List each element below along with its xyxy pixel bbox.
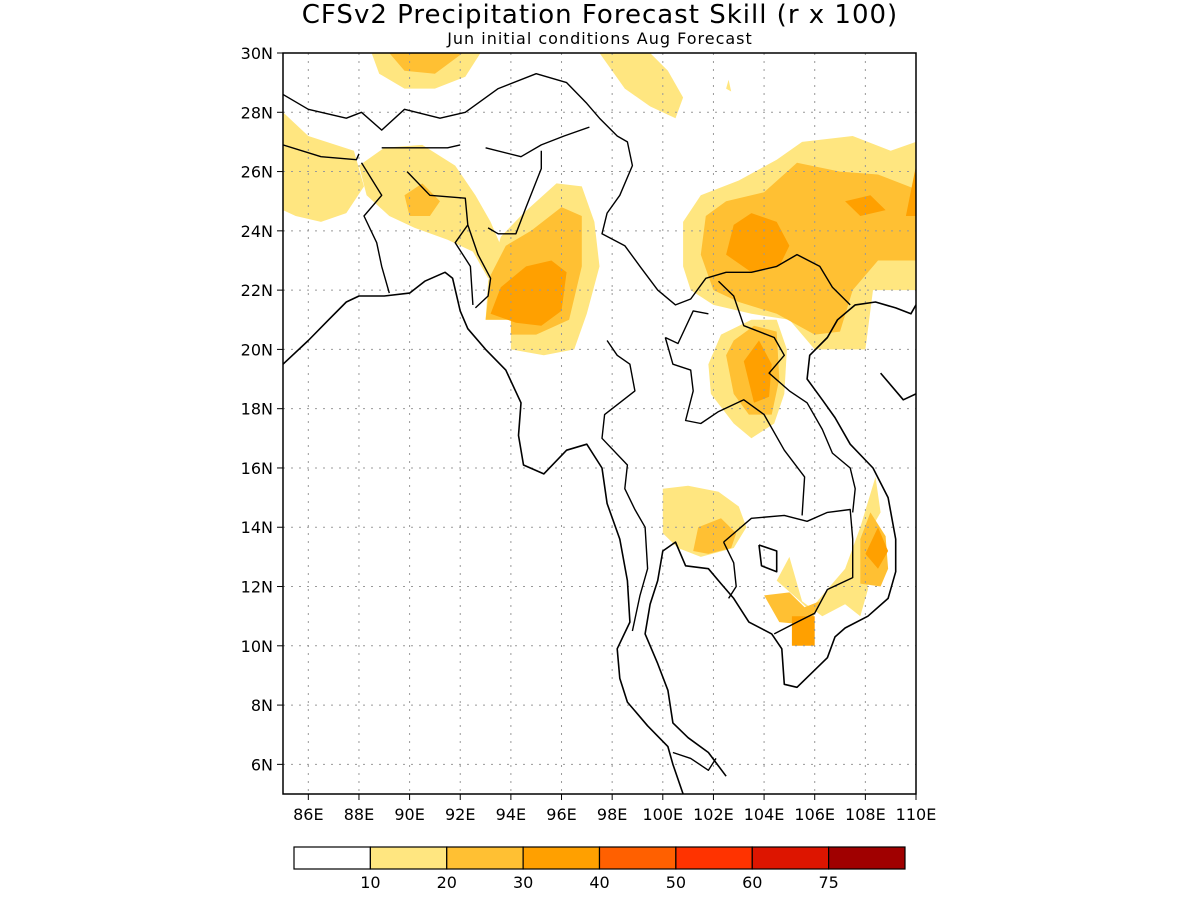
border-line <box>723 508 854 635</box>
y-tick-label: 22N <box>241 281 273 300</box>
colorbar-swatch <box>522 846 601 870</box>
coastline <box>644 301 916 777</box>
x-tick-label: 110E <box>896 805 937 824</box>
y-tick-label: 14N <box>241 518 273 537</box>
skill-region-10 <box>283 112 364 222</box>
boundaries <box>283 72 916 794</box>
border-line <box>665 310 709 345</box>
border-line <box>467 224 492 309</box>
colorbar-swatch <box>675 846 753 870</box>
colorbar-label: 30 <box>513 873 533 892</box>
x-tick-label: 108E <box>845 805 886 824</box>
colorbar-label: 75 <box>818 873 838 892</box>
skill-region-30 <box>905 165 916 216</box>
x-tick-label: 92E <box>445 805 475 824</box>
border-line <box>718 280 856 513</box>
chart-title: CFSv2 Precipitation Forecast Skill (r x … <box>301 0 899 30</box>
x-tick-label: 100E <box>642 805 683 824</box>
colorbar-label: 40 <box>589 873 609 892</box>
y-tick-label: 12N <box>241 578 273 597</box>
coastline <box>879 372 916 401</box>
border-line <box>283 144 360 161</box>
coastline <box>758 544 778 573</box>
axis-ticks: 86E 88E 90E 92E 94E 96E 98E 100E 102E 104E 106E 108… <box>241 44 937 824</box>
y-tick-label: 8N <box>251 696 273 715</box>
skill-region-10 <box>726 79 732 92</box>
skill-region-30 <box>490 260 567 326</box>
border-line <box>664 337 806 516</box>
colorbar-label: 20 <box>437 873 457 892</box>
border-line <box>360 162 390 294</box>
border-line <box>487 150 542 235</box>
colorbar: 10 20 30 40 50 60 75 <box>293 846 906 892</box>
y-tick-label: 6N <box>251 755 273 774</box>
colorbar-swatch <box>293 846 371 870</box>
border-line <box>283 72 851 306</box>
skill-region-30 <box>865 527 889 569</box>
x-tick-label: 98E <box>597 805 627 824</box>
x-tick-label: 86E <box>293 805 323 824</box>
y-tick-label: 20N <box>241 340 273 359</box>
y-tick-label: 24N <box>241 222 273 241</box>
skill-region-10 <box>599 53 684 119</box>
border-line <box>722 541 737 599</box>
x-tick-label: 88E <box>344 805 374 824</box>
plot-frame <box>282 52 917 795</box>
x-tick-label: 94E <box>496 805 526 824</box>
skill-region-20 <box>389 53 463 74</box>
x-tick-label: 90E <box>394 805 424 824</box>
colorbar-swatch <box>369 846 448 870</box>
chart-subtitle: Jun initial conditions Aug Forecast <box>447 29 753 48</box>
x-tick-label: 106E <box>794 805 835 824</box>
skill-field <box>283 53 916 646</box>
colorbar-label: 50 <box>666 873 686 892</box>
skill-region-20 <box>404 183 440 216</box>
skill-region-30 <box>743 340 772 403</box>
y-tick-label: 16N <box>241 459 273 478</box>
border-line <box>381 144 461 149</box>
y-tick-label: 10N <box>241 637 273 656</box>
border-line <box>672 751 717 771</box>
y-tick-label: 18N <box>241 400 273 419</box>
coastline <box>283 271 684 794</box>
colorbar-swatch <box>828 846 906 870</box>
skill-region-10 <box>776 476 881 617</box>
y-tick-label: 26N <box>241 163 273 182</box>
border-line <box>601 340 649 632</box>
colorbar-label: 60 <box>742 873 762 892</box>
border-line <box>485 126 590 158</box>
skill-region-30 <box>791 616 815 646</box>
colorbar-swatch <box>598 846 677 870</box>
colorbar-swatch <box>446 846 524 870</box>
y-tick-label: 28N <box>241 103 273 122</box>
x-tick-label: 104E <box>744 805 785 824</box>
x-tick-label: 96E <box>546 805 576 824</box>
skill-region-30 <box>726 213 790 273</box>
colorbar-swatch <box>751 846 830 870</box>
colorbar-label: 10 <box>360 873 380 892</box>
x-tick-label: 102E <box>693 805 734 824</box>
y-tick-label: 30N <box>241 44 273 63</box>
